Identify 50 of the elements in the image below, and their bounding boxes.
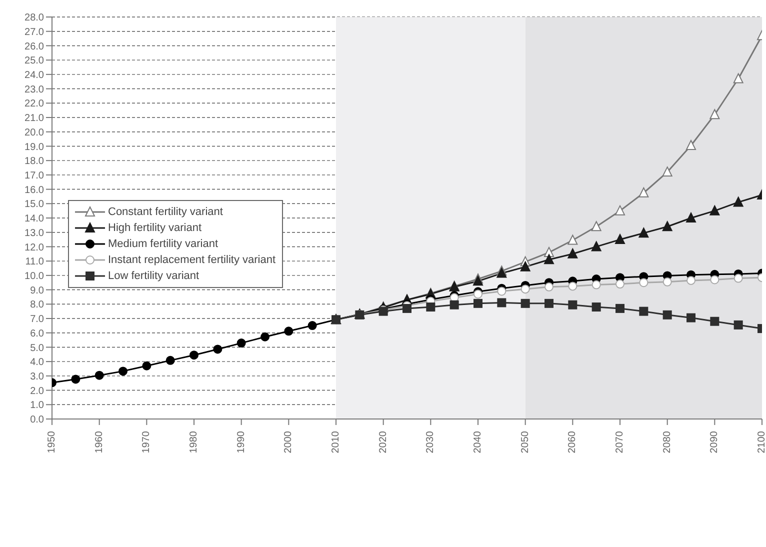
y-tick-label: 6.0 bbox=[30, 328, 44, 340]
y-tick-label: 15.0 bbox=[24, 199, 44, 210]
x-tick-label: 1980 bbox=[188, 430, 200, 454]
y-tick-label: 7.0 bbox=[30, 314, 44, 326]
legend-label: Low fertility variant bbox=[108, 270, 200, 282]
y-tick-label: 4.0 bbox=[30, 357, 44, 368]
x-tick-label: 2060 bbox=[567, 430, 578, 454]
y-tick-label: 22.0 bbox=[24, 98, 44, 110]
y-tick-label: 8.0 bbox=[30, 300, 44, 311]
y-tick-label: 3.0 bbox=[30, 371, 44, 382]
legend-label: Medium fertility variant bbox=[108, 238, 218, 250]
legend-label: Constant fertility variant bbox=[108, 206, 223, 218]
y-tick-label: 13.0 bbox=[24, 228, 44, 239]
y-tick-label: 12.0 bbox=[24, 242, 44, 254]
legend-label: High fertility variant bbox=[108, 222, 202, 234]
x-tick-label: 2090 bbox=[709, 430, 720, 454]
y-tick-label: 14.0 bbox=[24, 214, 44, 225]
x-tick-label: 2080 bbox=[662, 430, 673, 454]
x-tick-label: 2100 bbox=[756, 430, 766, 454]
y-tick-label: 11.0 bbox=[25, 256, 44, 268]
y-tick-label: 28.0 bbox=[24, 12, 44, 24]
y-tick-label: 26.0 bbox=[24, 41, 44, 52]
x-tick-label: 2050 bbox=[520, 430, 531, 454]
x-tick-label: 2030 bbox=[425, 430, 436, 454]
y-tick-label: 16.0 bbox=[24, 184, 44, 196]
y-tick-label: 5.0 bbox=[30, 342, 44, 354]
y-tick-label: 25.0 bbox=[24, 56, 44, 67]
y-tick-label: 1.0 bbox=[30, 400, 44, 412]
y-tick-label: 9.0 bbox=[30, 285, 44, 296]
x-tick-label: 2040 bbox=[472, 430, 484, 454]
x-tick-label: 1950 bbox=[46, 430, 58, 454]
x-tick-label: 1990 bbox=[236, 430, 247, 454]
y-tick-label: 2.0 bbox=[30, 386, 44, 397]
y-tick-label: 27.0 bbox=[24, 26, 44, 38]
x-tick-label: 2010 bbox=[330, 430, 342, 454]
y-tick-label: 19.0 bbox=[24, 142, 44, 153]
y-tick-label: 23.0 bbox=[24, 84, 44, 96]
x-tick-label: 2000 bbox=[283, 430, 294, 454]
y-tick-label: 24.0 bbox=[24, 70, 44, 81]
y-tick-label: 17.0 bbox=[24, 170, 44, 182]
y-tick-label: 0.0 bbox=[30, 414, 44, 426]
x-tick-label: 2020 bbox=[378, 430, 389, 454]
y-tick-label: 10.0 bbox=[24, 270, 44, 282]
y-tick-label: 21.0 bbox=[24, 113, 44, 124]
y-tick-label: 18.0 bbox=[24, 156, 44, 168]
legend-label: Instant replacement fertility variant bbox=[108, 254, 276, 266]
x-tick-label: 2070 bbox=[614, 430, 626, 454]
x-tick-label: 1960 bbox=[94, 430, 105, 454]
x-tick-label: 1970 bbox=[141, 430, 152, 454]
y-tick-label: 20.0 bbox=[24, 127, 44, 138]
